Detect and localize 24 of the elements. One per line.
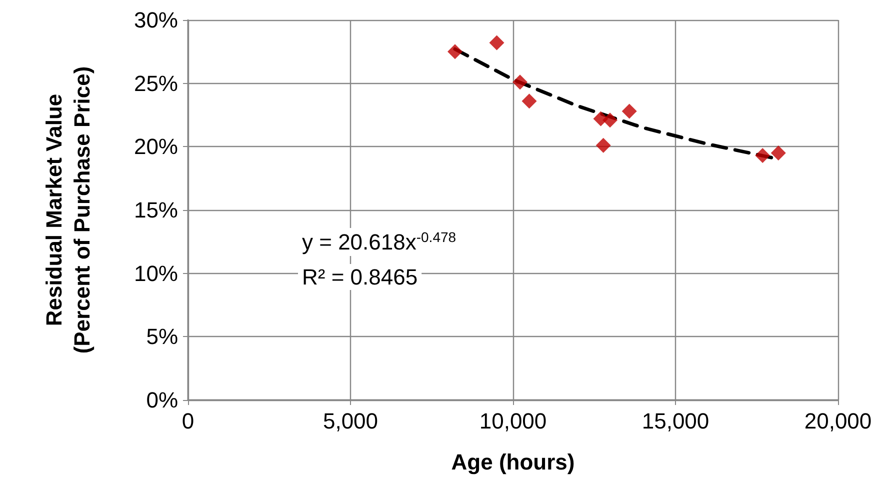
y-tick-label: 15% <box>134 198 178 222</box>
x-tick-label: 20,000 <box>804 408 872 434</box>
point <box>770 146 786 160</box>
y-tick-label: 30% <box>134 8 178 32</box>
point <box>512 74 528 90</box>
x-tick-label: 5,000 <box>322 408 378 434</box>
point <box>622 104 637 119</box>
point <box>522 94 537 109</box>
point <box>596 138 611 153</box>
x-tick-label: 15,000 <box>642 408 710 434</box>
x-tick-label: 0 <box>182 408 194 434</box>
x-tick-label: 10,000 <box>479 408 547 434</box>
point <box>755 148 770 164</box>
point <box>447 44 462 60</box>
x-axis-title: Age (hours) <box>451 450 575 474</box>
y-tick-label: 0% <box>146 388 178 412</box>
y-tick-label: 25% <box>134 70 178 96</box>
y-tick-label: 20% <box>134 134 178 160</box>
y-axis-title: Residual Market Value (Percent of Purchase Price) <box>42 66 94 354</box>
point <box>602 112 618 128</box>
annotation: R² = 0.8465 <box>302 264 418 290</box>
y-tick-label: 5% <box>146 324 178 350</box>
y-tick-label: 10% <box>134 260 178 286</box>
point <box>489 35 504 50</box>
